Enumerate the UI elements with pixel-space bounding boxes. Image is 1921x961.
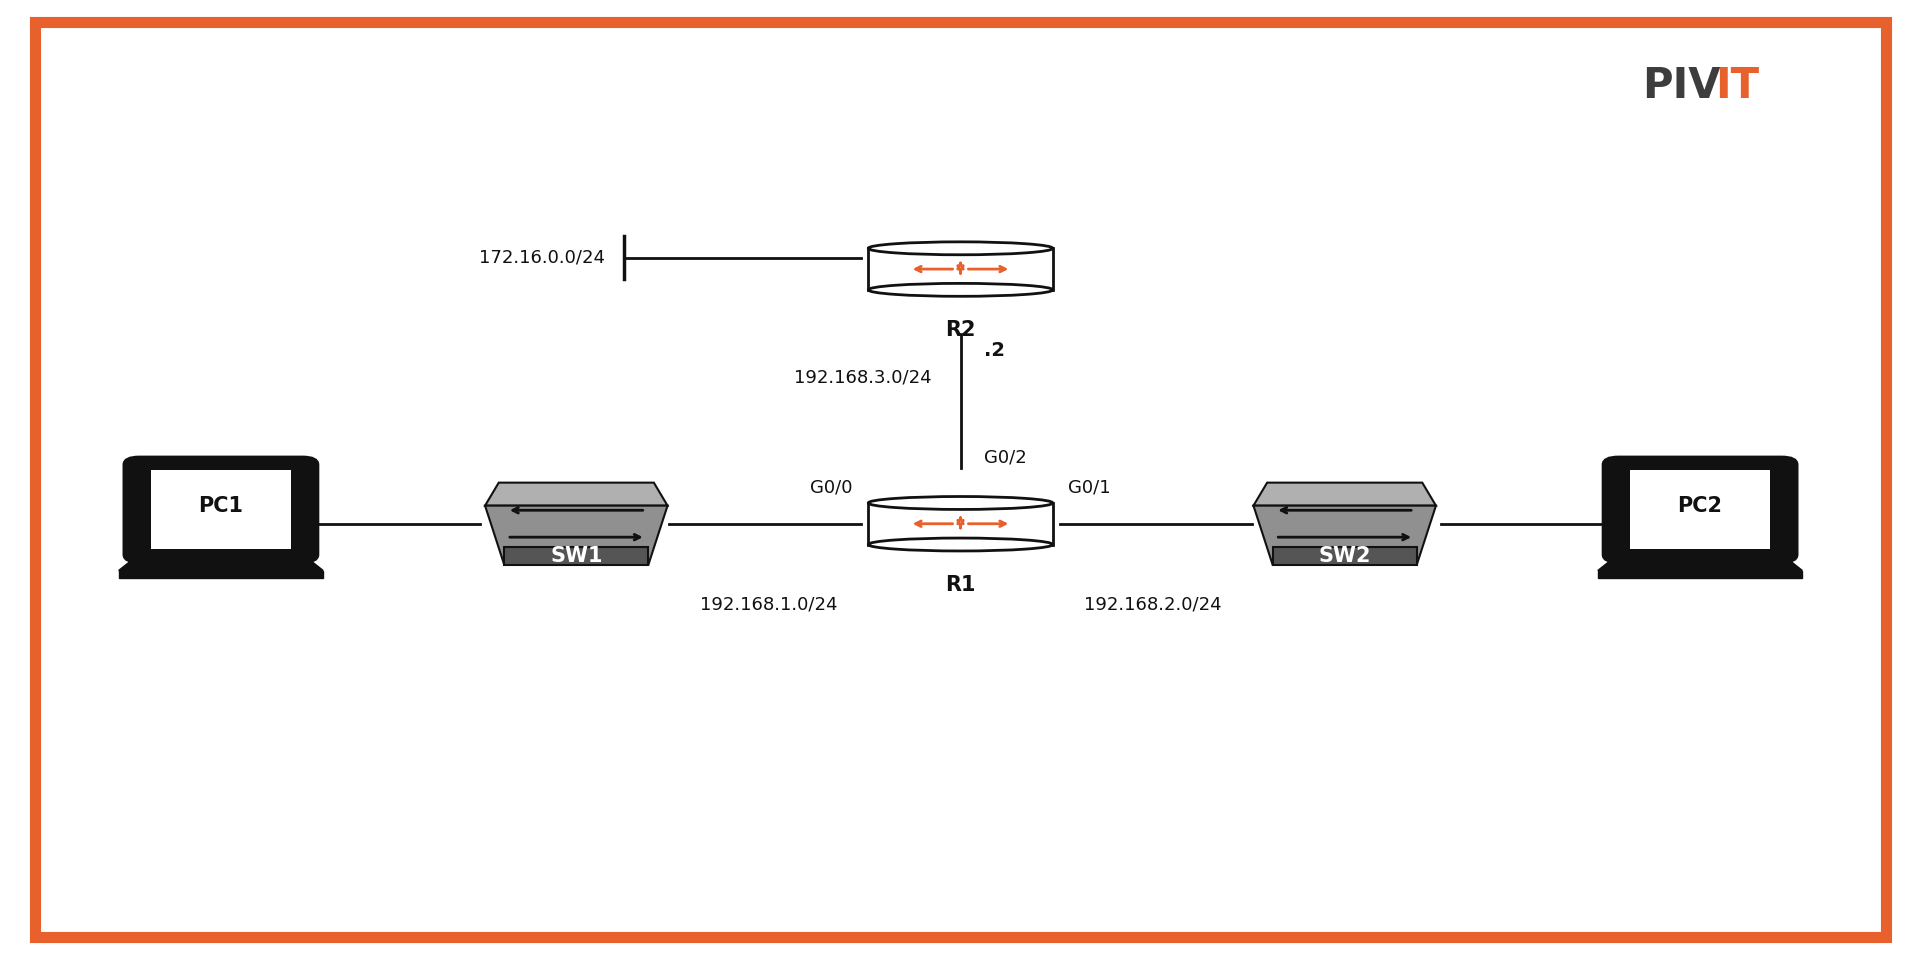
Text: R2: R2 — [945, 320, 976, 340]
Text: PC1: PC1 — [198, 496, 244, 516]
Text: IT: IT — [1715, 65, 1760, 108]
Ellipse shape — [868, 242, 1053, 255]
Text: G0/1: G0/1 — [1068, 479, 1110, 496]
Text: 192.168.1.0/24: 192.168.1.0/24 — [699, 596, 838, 614]
FancyBboxPatch shape — [123, 457, 319, 562]
Polygon shape — [503, 547, 647, 565]
Text: 192.168.2.0/24: 192.168.2.0/24 — [1083, 596, 1222, 614]
FancyBboxPatch shape — [868, 503, 1053, 545]
Text: 172.16.0.0/24: 172.16.0.0/24 — [478, 249, 605, 266]
FancyBboxPatch shape — [868, 248, 1053, 290]
Text: G0/2: G0/2 — [984, 448, 1026, 466]
Text: PIV: PIV — [1642, 65, 1721, 108]
FancyBboxPatch shape — [1598, 571, 1802, 578]
Polygon shape — [1598, 554, 1802, 571]
Polygon shape — [484, 505, 667, 565]
FancyBboxPatch shape — [119, 571, 323, 578]
Ellipse shape — [868, 283, 1053, 296]
Text: G0/0: G0/0 — [811, 479, 853, 496]
Ellipse shape — [868, 538, 1053, 551]
Text: 192.168.3.0/24: 192.168.3.0/24 — [793, 368, 932, 386]
FancyBboxPatch shape — [152, 471, 292, 549]
Text: PC2: PC2 — [1677, 496, 1723, 516]
Text: .2: .2 — [984, 341, 1005, 360]
Text: R1: R1 — [945, 575, 976, 595]
Polygon shape — [1252, 482, 1435, 505]
Text: SW1: SW1 — [549, 546, 603, 566]
FancyBboxPatch shape — [1629, 471, 1771, 549]
FancyBboxPatch shape — [1602, 457, 1796, 562]
Ellipse shape — [868, 497, 1053, 509]
Polygon shape — [1272, 547, 1416, 565]
Polygon shape — [119, 554, 323, 571]
Text: SW2: SW2 — [1318, 546, 1372, 566]
Polygon shape — [1252, 505, 1435, 565]
Polygon shape — [484, 482, 667, 505]
